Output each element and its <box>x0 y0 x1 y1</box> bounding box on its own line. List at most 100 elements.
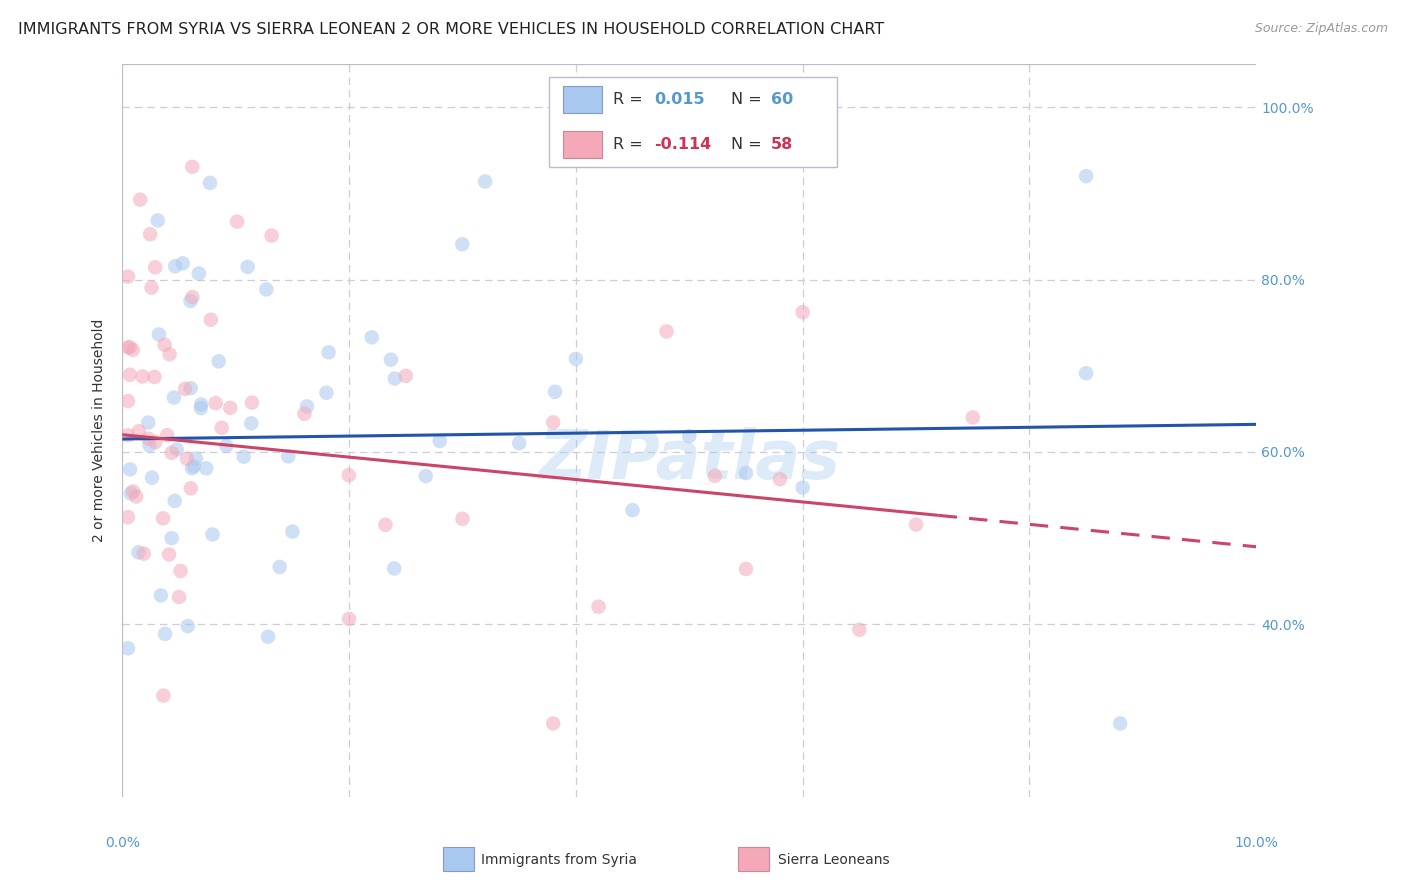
Point <box>180 481 202 495</box>
Point <box>474 174 496 188</box>
Point <box>132 547 155 561</box>
Point <box>180 381 202 395</box>
Point <box>128 424 150 438</box>
Point <box>257 630 280 644</box>
Text: Immigrants from Syria: Immigrants from Syria <box>481 853 637 867</box>
Text: N =: N = <box>731 136 768 152</box>
Point <box>905 517 928 532</box>
Point <box>183 459 205 474</box>
Point <box>315 385 337 400</box>
Point <box>152 511 174 525</box>
Point <box>184 451 207 466</box>
Text: 0.0%: 0.0% <box>105 836 139 850</box>
Point <box>190 401 212 416</box>
Point <box>143 370 166 384</box>
Point <box>678 429 700 443</box>
Point <box>215 439 238 453</box>
Text: IMMIGRANTS FROM SYRIA VS SIERRA LEONEAN 2 OR MORE VEHICLES IN HOUSEHOLD CORRELAT: IMMIGRANTS FROM SYRIA VS SIERRA LEONEAN … <box>18 22 884 37</box>
Text: 0.015: 0.015 <box>654 92 704 107</box>
Point <box>156 428 179 442</box>
Text: Sierra Leoneans: Sierra Leoneans <box>778 853 890 867</box>
Point <box>621 503 644 517</box>
Point <box>269 560 291 574</box>
Point <box>152 689 174 703</box>
Text: ZIPatlas: ZIPatlas <box>538 426 841 492</box>
Point <box>157 548 180 562</box>
Point <box>177 619 200 633</box>
Point <box>962 410 984 425</box>
Point <box>219 401 242 415</box>
Point <box>181 290 204 304</box>
Point <box>565 351 588 366</box>
Point <box>429 434 451 448</box>
Point <box>195 461 218 475</box>
Point <box>735 562 758 576</box>
Point <box>451 512 474 526</box>
Point <box>281 524 304 539</box>
Point <box>374 517 396 532</box>
Point <box>118 368 141 382</box>
Point <box>226 215 249 229</box>
Text: 10.0%: 10.0% <box>1234 836 1278 850</box>
Point <box>167 590 190 604</box>
Point <box>508 436 530 450</box>
Point <box>117 394 139 409</box>
Point <box>125 490 148 504</box>
Point <box>544 384 567 399</box>
Point <box>588 599 610 614</box>
Point <box>180 293 202 308</box>
Point <box>295 400 318 414</box>
Text: 58: 58 <box>770 136 793 152</box>
Point <box>138 432 160 446</box>
Point <box>129 193 152 207</box>
Point <box>117 269 139 284</box>
Point <box>181 461 204 475</box>
Point <box>318 345 340 359</box>
Point <box>117 428 139 442</box>
Point <box>128 545 150 559</box>
Point <box>655 325 678 339</box>
Point <box>148 327 170 342</box>
Point <box>1074 169 1097 183</box>
Point <box>160 446 183 460</box>
Point <box>395 368 418 383</box>
Point <box>703 469 725 483</box>
Point <box>380 352 402 367</box>
Text: R =: R = <box>613 92 648 107</box>
Point <box>159 347 181 361</box>
Point <box>141 470 163 484</box>
Point <box>136 416 159 430</box>
Point <box>143 260 166 275</box>
Point <box>172 256 194 270</box>
Point <box>204 396 226 410</box>
Point <box>146 213 169 227</box>
Point <box>384 371 406 385</box>
Point <box>337 612 360 626</box>
Point <box>848 623 870 637</box>
Y-axis label: 2 or more Vehicles in Household: 2 or more Vehicles in Household <box>93 318 107 542</box>
Point <box>117 510 139 524</box>
Point <box>769 472 792 486</box>
Point <box>415 469 437 483</box>
Point <box>198 176 221 190</box>
Point <box>277 450 299 464</box>
Point <box>208 354 231 368</box>
Point <box>360 330 382 344</box>
Point <box>165 259 187 273</box>
Text: -0.114: -0.114 <box>654 136 711 152</box>
Point <box>121 343 143 357</box>
Point <box>187 267 209 281</box>
Point <box>149 589 172 603</box>
Text: Source: ZipAtlas.com: Source: ZipAtlas.com <box>1254 22 1388 36</box>
Point <box>120 486 142 500</box>
Point <box>337 468 360 483</box>
Point <box>153 338 176 352</box>
Point <box>117 340 139 354</box>
Point <box>190 397 212 411</box>
Point <box>174 382 197 396</box>
Point <box>236 260 259 274</box>
Point <box>163 494 186 508</box>
Point <box>163 391 186 405</box>
Point <box>240 395 263 409</box>
Text: N =: N = <box>731 92 768 107</box>
